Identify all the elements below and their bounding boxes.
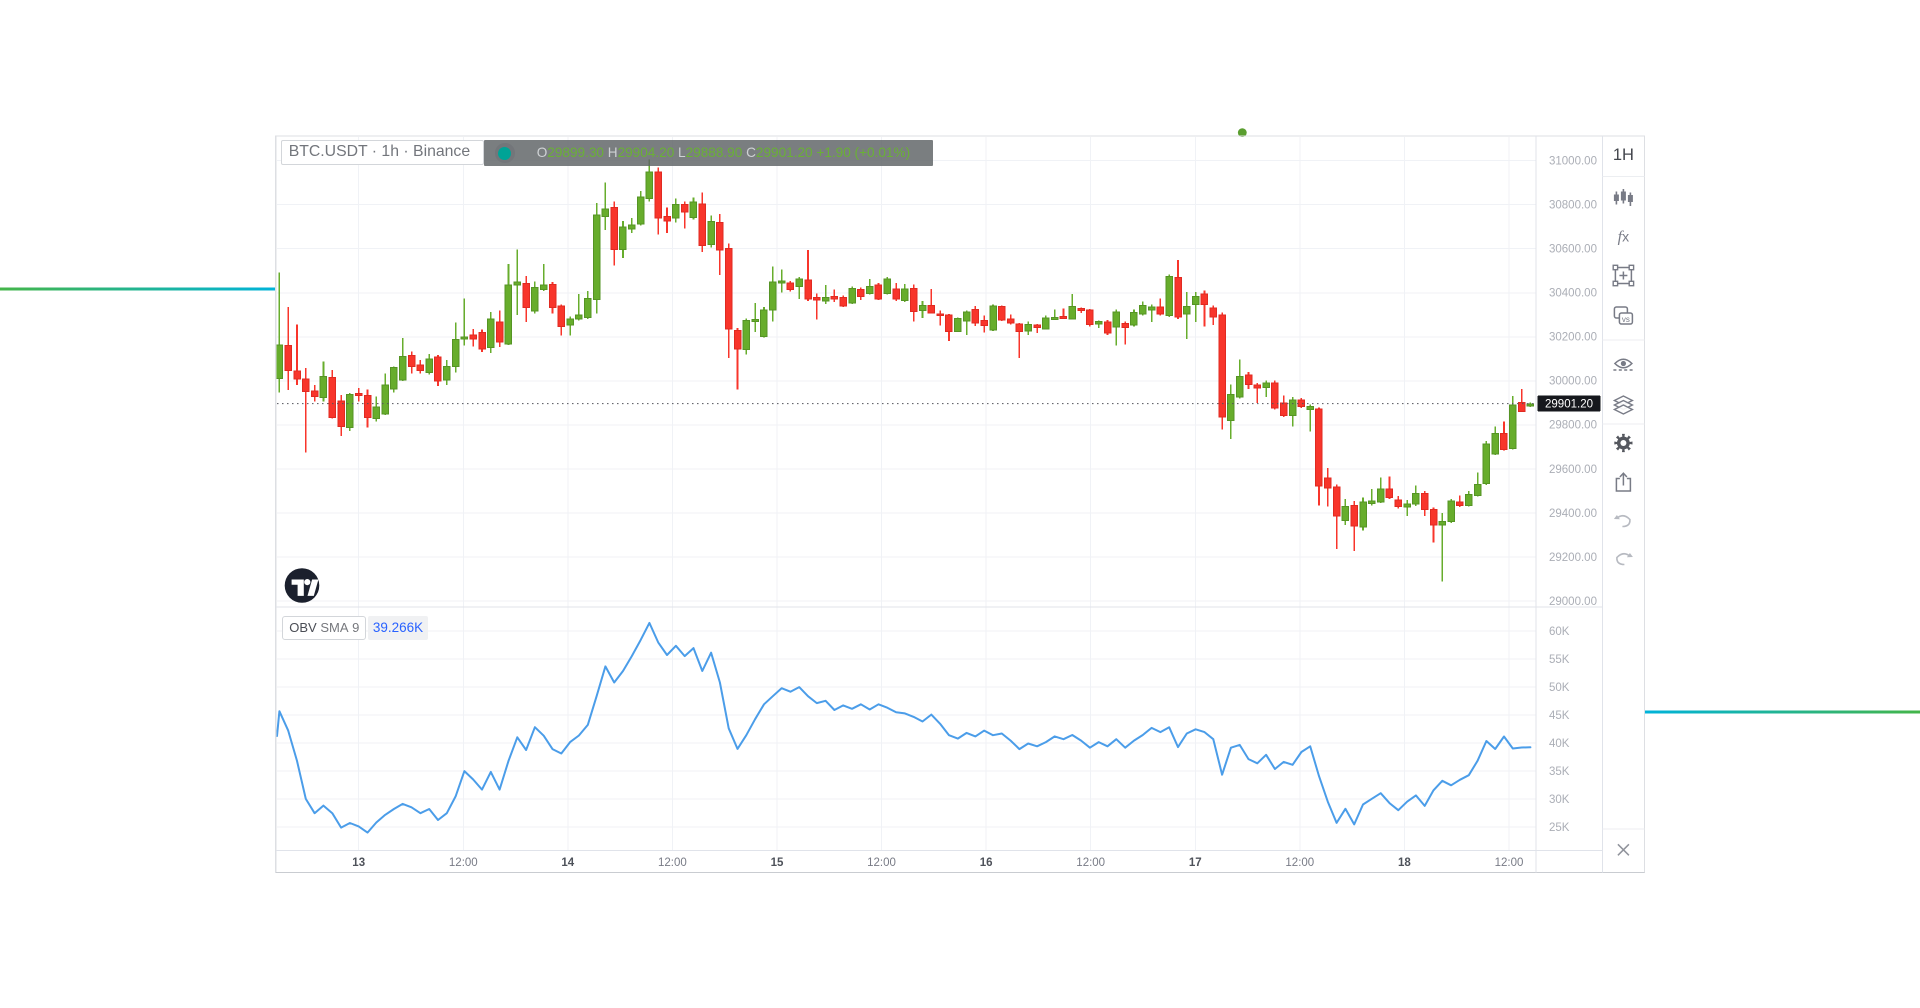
svg-text:30400.00: 30400.00 — [1549, 288, 1597, 300]
svg-text:vs: vs — [1622, 315, 1630, 324]
svg-text:12:00: 12:00 — [1495, 857, 1524, 869]
svg-text:18: 18 — [1398, 857, 1411, 869]
svg-text:29400.00: 29400.00 — [1549, 508, 1597, 520]
svg-text:1H: 1H — [1613, 146, 1634, 164]
svg-text:12:00: 12:00 — [449, 857, 478, 869]
svg-text:13: 13 — [352, 857, 365, 869]
svg-text:29901.20: 29901.20 — [1545, 399, 1593, 411]
svg-text:55K: 55K — [1549, 654, 1570, 666]
svg-text:29000.00: 29000.00 — [1549, 596, 1597, 608]
svg-text:29200.00: 29200.00 — [1549, 552, 1597, 564]
svg-text:15: 15 — [771, 857, 784, 869]
svg-text:30200.00: 30200.00 — [1549, 332, 1597, 344]
svg-text:30000.00: 30000.00 — [1549, 376, 1597, 388]
svg-text:14: 14 — [561, 857, 574, 869]
svg-text:25K: 25K — [1549, 822, 1570, 834]
svg-text:12:00: 12:00 — [867, 857, 896, 869]
svg-text:17: 17 — [1189, 857, 1202, 869]
svg-text:29600.00: 29600.00 — [1549, 464, 1597, 476]
svg-text:12:00: 12:00 — [1285, 857, 1314, 869]
svg-text:30800.00: 30800.00 — [1549, 199, 1597, 211]
svg-text:16: 16 — [980, 857, 993, 869]
svg-text:29800.00: 29800.00 — [1549, 420, 1597, 432]
svg-text:35K: 35K — [1549, 766, 1570, 778]
svg-text:fx: fx — [1618, 229, 1629, 246]
svg-text:30600.00: 30600.00 — [1549, 244, 1597, 256]
svg-text:12:00: 12:00 — [658, 857, 687, 869]
svg-text:40K: 40K — [1549, 738, 1570, 750]
svg-text:12:00: 12:00 — [1076, 857, 1105, 869]
svg-text:50K: 50K — [1549, 682, 1570, 694]
svg-text:60K: 60K — [1549, 626, 1570, 638]
svg-text:31000.00: 31000.00 — [1549, 155, 1597, 167]
svg-text:30K: 30K — [1549, 794, 1570, 806]
svg-text:45K: 45K — [1549, 710, 1570, 722]
